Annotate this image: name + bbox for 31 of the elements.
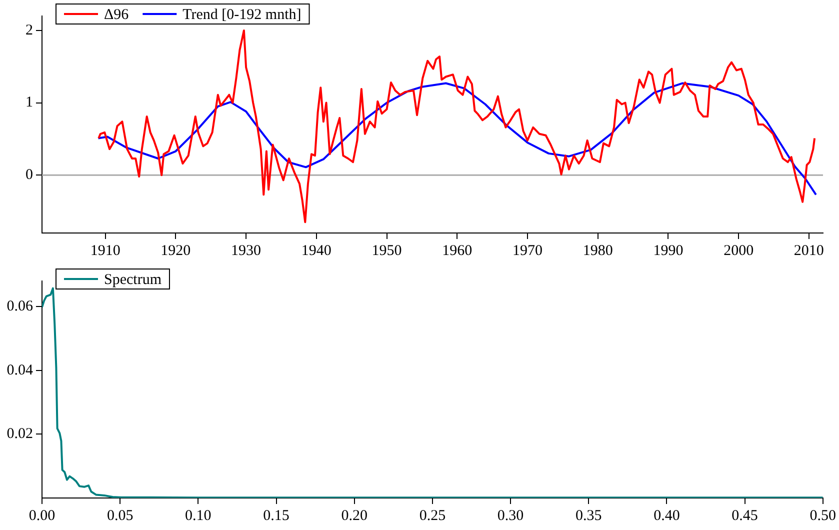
x-tick-label: 0.35 <box>575 508 602 524</box>
y-tick-label: 0 <box>26 167 33 184</box>
x-tick-label: 1990 <box>653 242 684 259</box>
x-tick-label: 1970 <box>512 242 542 259</box>
x-tick-label: 0.30 <box>497 508 524 524</box>
x-tick-label: 2010 <box>794 242 824 259</box>
y-tick-label: 0.06 <box>6 298 34 314</box>
legend-label: Δ96 <box>104 6 130 23</box>
x-tick-label: 0.10 <box>185 508 212 524</box>
x-tick-label: 0.20 <box>341 508 368 524</box>
x-tick-label: 0.00 <box>28 508 56 524</box>
y-tick-label: 0.04 <box>6 362 34 378</box>
x-tick-label: 1980 <box>582 242 613 259</box>
x-tick-label: 1920 <box>160 242 191 259</box>
x-tick-label: 1930 <box>231 242 262 259</box>
legend-label: Spectrum <box>104 272 162 288</box>
legend-label: Trend [0-192 mnth] <box>182 6 302 23</box>
y-tick-label: 1 <box>26 94 33 111</box>
x-tick-label: 0.40 <box>654 508 680 524</box>
y-tick-label: 0.02 <box>6 426 33 442</box>
x-tick-label: 1940 <box>301 242 332 259</box>
x-tick-label: 0.05 <box>106 508 134 524</box>
x-tick-label: 1910 <box>90 242 120 259</box>
y-tick-label: 2 <box>26 22 33 38</box>
x-tick-label: 1950 <box>372 242 402 259</box>
x-tick-label: 0.25 <box>419 508 446 524</box>
x-tick-label: 0.45 <box>732 508 758 524</box>
x-tick-label: 1960 <box>442 242 472 259</box>
x-tick-label: 2000 <box>724 242 754 259</box>
x-tick-label: 0.50 <box>810 508 836 524</box>
x-tick-label: 0.15 <box>263 508 290 524</box>
